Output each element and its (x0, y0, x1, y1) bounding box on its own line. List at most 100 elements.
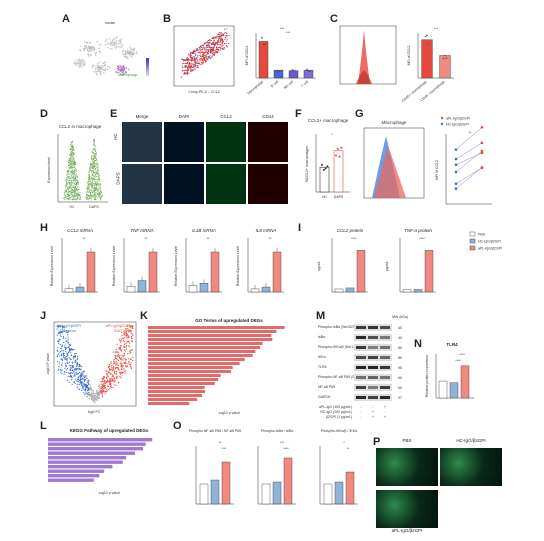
data-point (444, 54, 446, 57)
volcano-point (118, 356, 121, 359)
violin-point (93, 180, 95, 182)
flow-point (182, 60, 185, 62)
flow-point (219, 41, 221, 43)
violin-point (71, 196, 73, 198)
band-label: NF-κB P65 (318, 385, 335, 389)
umap-point (124, 50, 127, 52)
umap-point (83, 41, 86, 43)
violin-point (73, 185, 75, 187)
flow-point (194, 52, 196, 55)
volcano-point (66, 379, 69, 382)
volcano-point (121, 371, 123, 373)
volcano-point (101, 389, 103, 391)
violin-point (89, 194, 91, 196)
violin-point (92, 173, 94, 175)
volcano-point (105, 373, 108, 375)
flow-point (209, 40, 211, 42)
volcano-point (65, 346, 67, 348)
flow-point (207, 43, 209, 45)
violin-point (72, 182, 74, 184)
volcano-point (72, 348, 74, 350)
data-point (454, 157, 458, 161)
violin-point (73, 175, 75, 177)
data-point (326, 165, 329, 168)
volcano-point (56, 328, 58, 330)
flow-point (208, 51, 210, 53)
volcano-point (114, 380, 116, 382)
violin-point (93, 166, 95, 168)
violin-point (89, 176, 91, 178)
umap-point (108, 43, 111, 45)
violin-point (94, 185, 96, 187)
flow-point (207, 52, 209, 55)
volcano-point (117, 368, 120, 370)
volcano-point (105, 377, 108, 379)
bar (413, 289, 423, 293)
violin-point (78, 181, 80, 183)
volcano-point (108, 379, 110, 381)
violin-point (75, 187, 77, 189)
violin-point (70, 157, 72, 159)
flow-point (223, 48, 225, 50)
violin-point (72, 153, 74, 155)
volcano-point (92, 390, 94, 392)
volcano-point (72, 372, 74, 374)
if-image-tile (248, 122, 288, 162)
kegg-bar (48, 474, 100, 478)
volcano-point (110, 361, 112, 363)
volcano-point (116, 343, 118, 345)
sig-mark: *** (280, 27, 285, 31)
violin-point (75, 162, 77, 164)
p-image-label: aPL-IgG/β2GPI (391, 528, 423, 533)
violin-point (72, 156, 74, 158)
violin-point (100, 188, 102, 190)
violin-point (88, 189, 90, 191)
violin-point (87, 186, 89, 188)
volcano-point (122, 371, 124, 374)
volcano-point (90, 398, 92, 400)
go-bar (148, 334, 272, 337)
violin-point (96, 178, 98, 180)
panel-label-G: G (355, 108, 364, 120)
p-image-tile (376, 490, 438, 528)
band-label: TLR4 (318, 365, 327, 369)
volcano-point (84, 379, 87, 381)
volcano-point (69, 370, 71, 372)
violin-point (66, 183, 68, 185)
violin-point (74, 175, 76, 177)
violin-point (94, 165, 96, 167)
violin-point (70, 178, 72, 180)
volcano-point (87, 390, 89, 392)
flow-point (226, 28, 228, 30)
flow-point (215, 42, 217, 44)
volcano-xlabel: log2 FC (88, 410, 101, 414)
volcano-point (123, 343, 126, 345)
flow-point (193, 69, 195, 71)
violin-point (93, 142, 95, 144)
violin-point (70, 159, 72, 161)
panel-label-F: F (295, 108, 302, 120)
violin-point (68, 198, 70, 200)
violin-point (74, 194, 76, 196)
violin-point (93, 149, 95, 151)
volcano-point (88, 398, 91, 400)
volcano-point (96, 395, 98, 398)
umap-point (104, 64, 106, 66)
volcano-point (131, 349, 133, 351)
volcano-point (80, 384, 82, 386)
bar (345, 471, 355, 505)
bar (261, 286, 271, 293)
sig-mark: **** (455, 359, 461, 363)
mw-value: 85 (398, 346, 402, 350)
volcano-point (59, 325, 61, 327)
go-xlabel: -log10 p value (218, 411, 240, 415)
flow-point (199, 60, 201, 62)
violin-point (89, 196, 91, 198)
violin-point (73, 157, 75, 159)
sig-mark: ** (207, 237, 210, 241)
violin-point (96, 158, 98, 160)
volcano-point (106, 381, 108, 383)
violin-point (93, 179, 95, 181)
flow-point (222, 40, 224, 42)
